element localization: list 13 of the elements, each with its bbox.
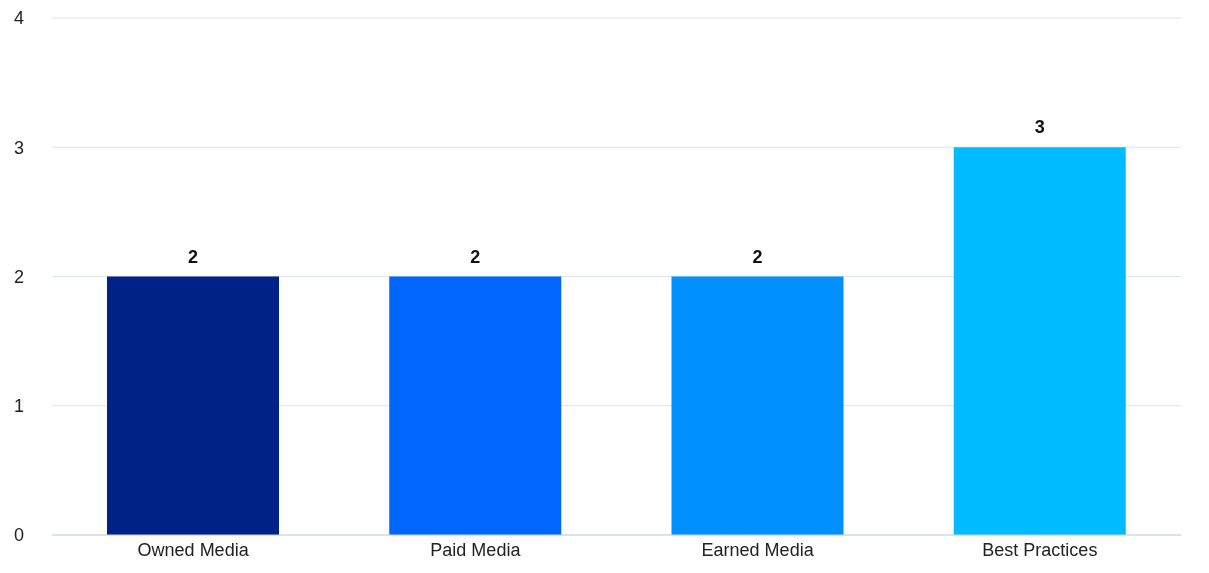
data-label: 2 (187, 246, 199, 267)
y-tick-label: 1 (13, 396, 24, 417)
y-tick-label: 3 (13, 137, 24, 158)
y-tick-label: 4 (13, 8, 24, 29)
y-tick-label: 2 (13, 266, 24, 287)
data-label: 2 (752, 246, 763, 267)
x-tick-label: Paid Media (430, 539, 522, 560)
y-tick-label: 0 (13, 525, 24, 546)
x-tick-label: Earned Media (701, 539, 815, 560)
x-tick-label: Owned Media (137, 539, 250, 560)
data-label: 2 (470, 246, 481, 267)
data-label: 3 (1034, 117, 1045, 138)
x-tick-label: Best Practices (982, 539, 1098, 560)
